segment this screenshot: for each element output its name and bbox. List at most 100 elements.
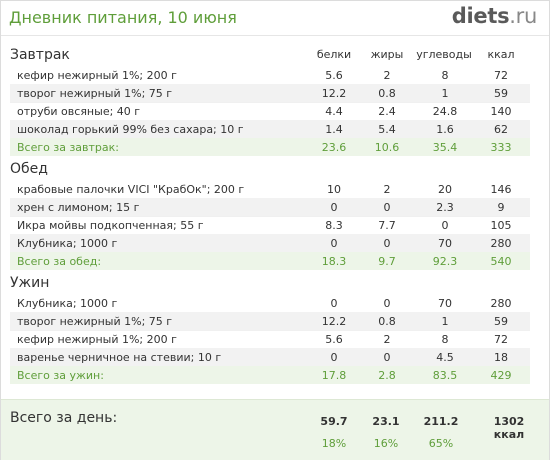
carbs-total: 35.4 bbox=[432, 141, 458, 154]
table-row: крабовые палочки VICI "КрабОк"; 200 г 10… bbox=[10, 180, 530, 199]
total-label: Всего за обед: bbox=[17, 255, 102, 268]
kcal-total: 540 bbox=[490, 255, 512, 268]
kcal-value: 146 bbox=[490, 183, 512, 196]
protein-value: 5.6 bbox=[325, 69, 343, 82]
food-name: Клубника; 1000 г bbox=[17, 297, 118, 310]
carbs-total: 83.5 bbox=[432, 369, 458, 382]
protein-value: 5.6 bbox=[325, 333, 343, 346]
protein-total: 18.3 bbox=[321, 255, 347, 268]
column-header-fat: жиры bbox=[370, 48, 404, 61]
fat-value: 7.7 bbox=[378, 219, 396, 232]
carbs-value: 20 bbox=[438, 183, 452, 196]
table-row: кефир нежирный 1%; 200 г 5.6 2 8 72 bbox=[10, 66, 530, 85]
food-name: шоколад горький 99% без сахара; 10 г bbox=[17, 123, 244, 136]
food-name: Клубника; 1000 г bbox=[17, 237, 118, 250]
section-title-lunch: Обед bbox=[10, 161, 48, 177]
table-row: варенье черничное на стевии; 10 г 0 0 4.… bbox=[10, 348, 530, 367]
day-fat-percent: 16% bbox=[373, 437, 399, 450]
fat-value: 2 bbox=[383, 69, 391, 82]
fat-value: 2.4 bbox=[378, 105, 396, 118]
protein-value: 12.2 bbox=[321, 87, 347, 100]
table-row: отруби овсяные; 40 г 4.4 2.4 24.8 140 bbox=[10, 102, 530, 121]
day-total-label: Всего за день: bbox=[10, 410, 118, 426]
fat-value: 0 bbox=[383, 237, 391, 250]
section-total-row: Всего за обед: 18.3 9.7 92.3 540 bbox=[10, 252, 530, 270]
total-label: Всего за завтрак: bbox=[17, 141, 120, 154]
logo-suffix: .ru bbox=[509, 4, 537, 28]
carbs-value: 24.8 bbox=[432, 105, 458, 118]
food-name: Икра мойвы подкопченная; 55 г bbox=[17, 219, 204, 232]
food-name: варенье черничное на стевии; 10 г bbox=[17, 351, 222, 364]
kcal-value: 280 bbox=[490, 297, 512, 310]
logo-main: diets bbox=[451, 4, 510, 28]
header: Дневник питания, 10 июня diets.ru bbox=[1, 1, 549, 36]
carbs-value: 70 bbox=[438, 297, 452, 310]
fat-total: 2.8 bbox=[378, 369, 396, 382]
table-row: шоколад горький 99% без сахара; 10 г 1.4… bbox=[10, 120, 530, 139]
page-title: Дневник питания, 10 июня bbox=[9, 8, 237, 27]
day-protein-percent: 18% bbox=[321, 437, 347, 450]
table-row: Клубника; 1000 г 0 0 70 280 bbox=[10, 294, 530, 313]
food-name: кефир нежирный 1%; 200 г bbox=[17, 69, 177, 82]
kcal-total: 429 bbox=[490, 369, 512, 382]
carbs-value: 0 bbox=[441, 219, 449, 232]
table-row: Икра мойвы подкопченная; 55 г 8.3 7.7 0 … bbox=[10, 216, 530, 235]
protein-total: 17.8 bbox=[321, 369, 347, 382]
section-total-row: Всего за завтрак: 23.6 10.6 35.4 333 bbox=[10, 138, 530, 156]
fat-value: 0 bbox=[383, 351, 391, 364]
protein-value: 0 bbox=[330, 201, 338, 214]
kcal-value: 59 bbox=[494, 315, 508, 328]
kcal-value: 280 bbox=[490, 237, 512, 250]
column-header-carbs: углеводы bbox=[416, 48, 472, 61]
protein-value: 0 bbox=[330, 351, 338, 364]
food-name: творог нежирный 1%; 75 г bbox=[17, 315, 173, 328]
table-row: Клубника; 1000 г 0 0 70 280 bbox=[10, 234, 530, 253]
protein-value: 10 bbox=[327, 183, 341, 196]
protein-value: 1.4 bbox=[325, 123, 343, 136]
column-header-kcal: ккал bbox=[487, 48, 515, 61]
site-logo[interactable]: diets.ru bbox=[451, 4, 538, 28]
kcal-value: 9 bbox=[497, 201, 505, 214]
kcal-value: 140 bbox=[490, 105, 512, 118]
day-carbs-percent: 65% bbox=[428, 437, 454, 450]
kcal-value: 62 bbox=[494, 123, 508, 136]
carbs-value: 70 bbox=[438, 237, 452, 250]
protein-value: 12.2 bbox=[321, 315, 347, 328]
kcal-value: 59 bbox=[494, 87, 508, 100]
carbs-value: 2.3 bbox=[436, 201, 454, 214]
day-kcal-total: 1302 ккал bbox=[493, 415, 525, 441]
kcal-total: 333 bbox=[490, 141, 512, 154]
section-title-dinner: Ужин bbox=[10, 275, 50, 291]
fat-value: 0 bbox=[383, 297, 391, 310]
carbs-value: 8 bbox=[441, 69, 449, 82]
carbs-total: 92.3 bbox=[432, 255, 458, 268]
carbs-value: 1 bbox=[441, 87, 449, 100]
day-protein-total: 59.7 bbox=[320, 415, 348, 428]
kcal-value: 72 bbox=[494, 333, 508, 346]
fat-value: 2 bbox=[383, 333, 391, 346]
protein-value: 8.3 bbox=[325, 219, 343, 232]
carbs-value: 1.6 bbox=[436, 123, 454, 136]
kcal-value: 18 bbox=[494, 351, 508, 364]
carbs-value: 8 bbox=[441, 333, 449, 346]
food-name: крабовые палочки VICI "КрабОк"; 200 г bbox=[17, 183, 245, 196]
food-name: отруби овсяные; 40 г bbox=[17, 105, 141, 118]
day-carbs-total: 211.2 bbox=[423, 415, 459, 428]
fat-total: 9.7 bbox=[378, 255, 396, 268]
table-row: творог нежирный 1%; 75 г 12.2 0.8 1 59 bbox=[10, 312, 530, 331]
food-name: кефир нежирный 1%; 200 г bbox=[17, 333, 177, 346]
table-row: хрен с лимоном; 15 г 0 0 2.3 9 bbox=[10, 198, 530, 217]
kcal-value: 105 bbox=[490, 219, 512, 232]
food-name: хрен с лимоном; 15 г bbox=[17, 201, 140, 214]
carbs-value: 1 bbox=[441, 315, 449, 328]
day-total-panel: Всего за день: 59.7 23.1 211.2 1302 ккал… bbox=[1, 399, 549, 460]
protein-value: 4.4 bbox=[325, 105, 343, 118]
fat-value: 0 bbox=[383, 201, 391, 214]
fat-value: 0.8 bbox=[378, 87, 396, 100]
protein-value: 0 bbox=[330, 297, 338, 310]
fat-value: 0.8 bbox=[378, 315, 396, 328]
day-fat-total: 23.1 bbox=[372, 415, 400, 428]
carbs-value: 4.5 bbox=[436, 351, 454, 364]
protein-value: 0 bbox=[330, 237, 338, 250]
